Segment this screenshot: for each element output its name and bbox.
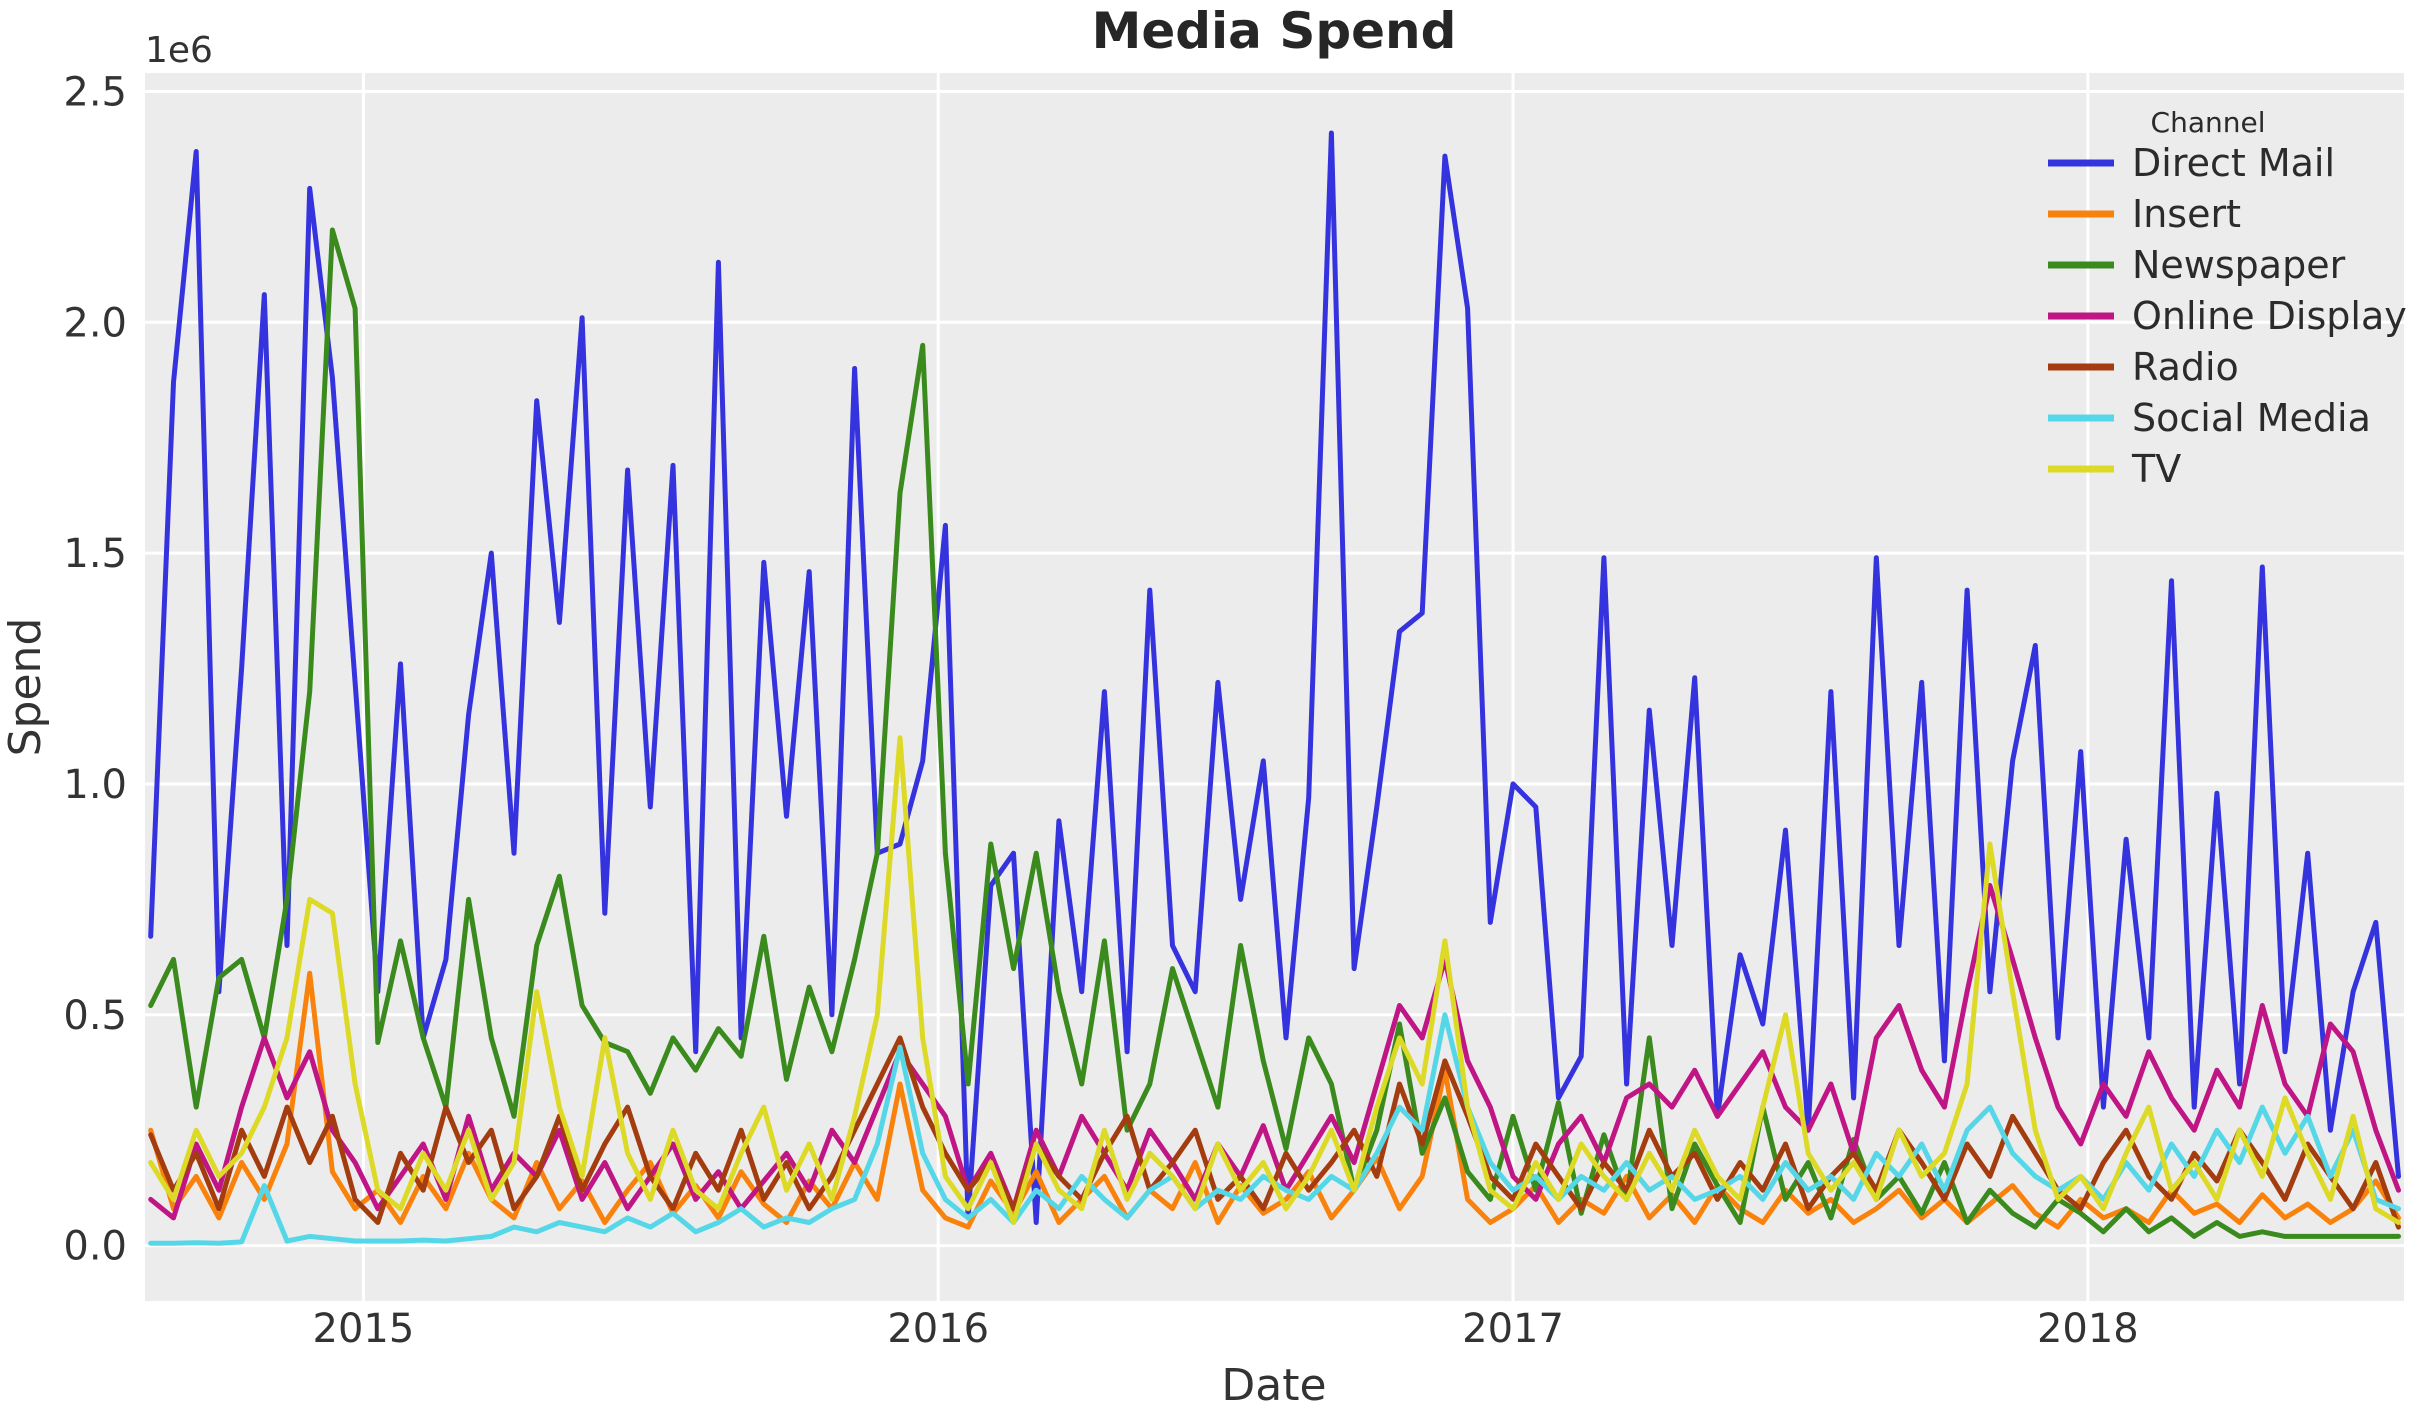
legend-label-direct-mail: Direct Mail <box>2132 141 2335 185</box>
x-tick-label-2018: 2018 <box>2037 1306 2139 1352</box>
y-tick-label-1.0: 1.0 <box>63 762 127 808</box>
legend-label-radio: Radio <box>2132 345 2239 389</box>
gridlines <box>145 73 2404 1301</box>
series-line-tv <box>148 735 2401 1225</box>
series-lines <box>148 130 2401 1246</box>
legend-entries: Direct Mail Insert Newspaper Online Display… <box>2048 141 2407 491</box>
x-tick-label-2016: 2016 <box>887 1306 989 1352</box>
x-axis-label: Date <box>1221 1360 1326 1411</box>
y-axis-offset-label: 1e6 <box>145 30 213 71</box>
y-axis-label: Spend <box>0 618 51 757</box>
series-line-direct-mail <box>148 130 2401 1225</box>
y-tick-label-1.5: 1.5 <box>63 531 127 577</box>
chart-title: Media Spend <box>1092 2 1457 60</box>
x-tick-label-2015: 2015 <box>313 1306 415 1352</box>
legend-label-online-display: Online Display <box>2132 294 2407 338</box>
legend: Channel Direct Mail Insert Newspaper Online… <box>2048 106 2407 491</box>
legend-label-social-media: Social Media <box>2132 396 2371 440</box>
tick-labels: 0.0 0.5 1.0 1.5 2.0 2.5 2015 2016 2017 2018 <box>63 69 2138 1352</box>
legend-label-newspaper: Newspaper <box>2132 243 2346 287</box>
legend-title: Channel <box>2151 106 2266 139</box>
legend-label-tv: TV <box>2131 447 2181 491</box>
y-tick-label-0.0: 0.0 <box>63 1224 127 1270</box>
series-line-newspaper <box>148 227 2401 1239</box>
y-tick-label-2.5: 2.5 <box>63 69 127 115</box>
series-line-online-display <box>148 883 2401 1221</box>
y-tick-label-2.0: 2.0 <box>63 300 127 346</box>
legend-label-insert: Insert <box>2132 192 2241 236</box>
x-tick-label-2017: 2017 <box>1462 1306 1564 1352</box>
y-tick-label-0.5: 0.5 <box>63 993 127 1039</box>
